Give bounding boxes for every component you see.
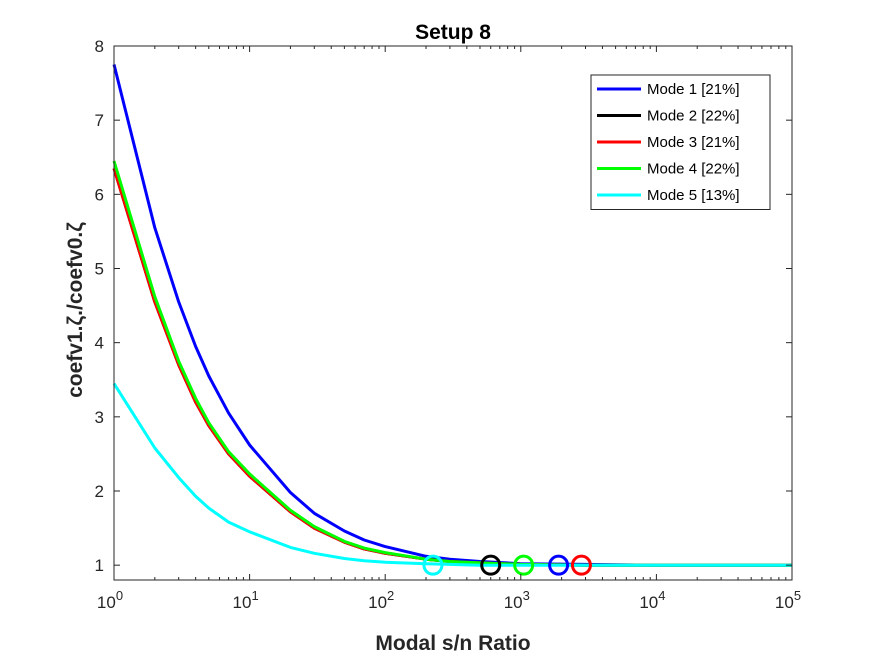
y-tick-label: 4 [95, 334, 104, 353]
marker-mode-1 [548, 554, 570, 576]
axes-box [113, 45, 793, 581]
chart-title: Setup 8 [415, 21, 491, 44]
series-line-mode-5 [112, 382, 792, 567]
x-axis-title: Modal s/n Ratio [375, 632, 530, 655]
marker-mode-2 [480, 554, 502, 576]
legend-label: Mode 1 [21%] [647, 81, 740, 98]
legend-label: Mode 5 [13%] [647, 187, 740, 204]
marker-mode-4 [513, 554, 535, 576]
y-tick-label: 2 [95, 482, 104, 501]
legend-label: Mode 4 [22%] [647, 161, 740, 178]
legend: Mode 1 [21%] Mode 2 [22%] Mode 3 [21%] Mode… [590, 74, 771, 210]
legend-label: Mode 2 [22%] [647, 108, 740, 125]
y-tick-label: 1 [95, 556, 104, 575]
y-tick-label: 7 [95, 111, 104, 130]
marker-mode-5 [422, 554, 444, 576]
y-tick-label: 8 [95, 37, 104, 56]
legend-label: Mode 3 [21%] [647, 134, 740, 151]
y-tick-label: 6 [95, 185, 104, 204]
y-axis-title: coefv1.ζ./coefv0.ζ [64, 222, 87, 398]
series-layer [112, 64, 792, 567]
y-tick-label: 3 [95, 408, 104, 427]
y-tick-label: 5 [95, 260, 104, 279]
marker-mode-3 [570, 554, 592, 576]
marker-layer [422, 554, 592, 576]
